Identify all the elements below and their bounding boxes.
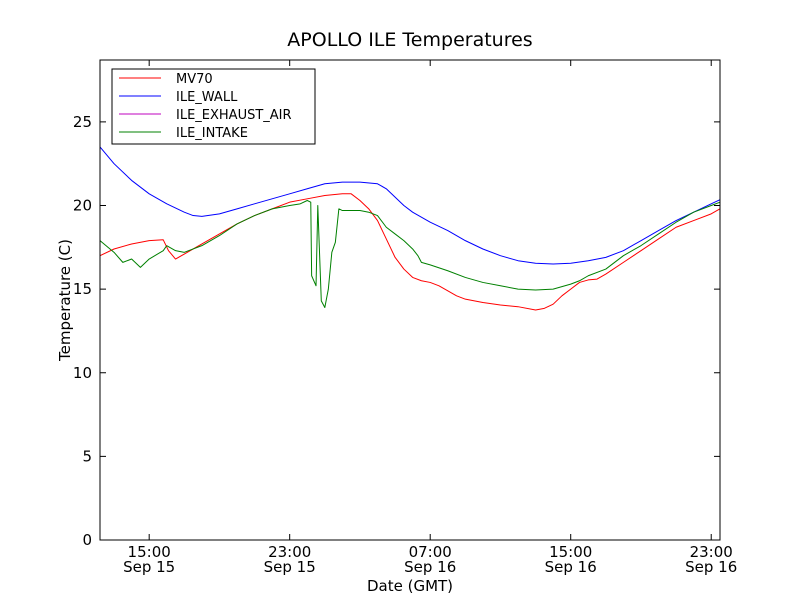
y-tick-label: 0 [82, 531, 92, 549]
legend-label: MV70 [176, 72, 213, 87]
x-tick-label-date: Sep 16 [545, 558, 597, 576]
y-tick-label: 10 [73, 364, 92, 382]
y-tick-label: 25 [73, 113, 92, 131]
x-tick-label-time: 07:00 [409, 543, 452, 561]
y-tick-label: 20 [73, 197, 92, 215]
x-tick-label-time: 15:00 [128, 543, 171, 561]
chart-title: APOLLO ILE Temperatures [287, 29, 532, 51]
legend-label: ILE_EXHAUST_AIR [176, 108, 292, 123]
y-tick-label: 5 [82, 447, 92, 465]
legend: MV70 ILE_WALL ILE_EXHAUST_AIR ILE_INTAKE [111, 68, 316, 145]
x-tick-label-time: 15:00 [549, 543, 592, 561]
plot-frame [99, 59, 721, 541]
x-tick-label-date: Sep 16 [685, 558, 737, 576]
x-tick-label-date: Sep 15 [264, 558, 316, 576]
series-line-mv70 [99, 193, 721, 311]
y-axis-label: Temperature (C) [56, 239, 74, 362]
x-tick-label-date: Sep 15 [123, 558, 175, 576]
x-tick-label-date: Sep 16 [404, 558, 456, 576]
x-tick-label-time: 23:00 [690, 543, 733, 561]
x-axis-label: Date (GMT) [367, 577, 453, 595]
legend-label: ILE_INTAKE [176, 126, 248, 141]
x-tick-label-time: 23:00 [268, 543, 311, 561]
y-tick-label: 15 [73, 280, 92, 298]
plot-series-group [99, 146, 721, 311]
series-line-ile-wall [99, 146, 721, 265]
series-line-ile-intake [99, 199, 721, 309]
legend-label: ILE_WALL [176, 90, 238, 105]
